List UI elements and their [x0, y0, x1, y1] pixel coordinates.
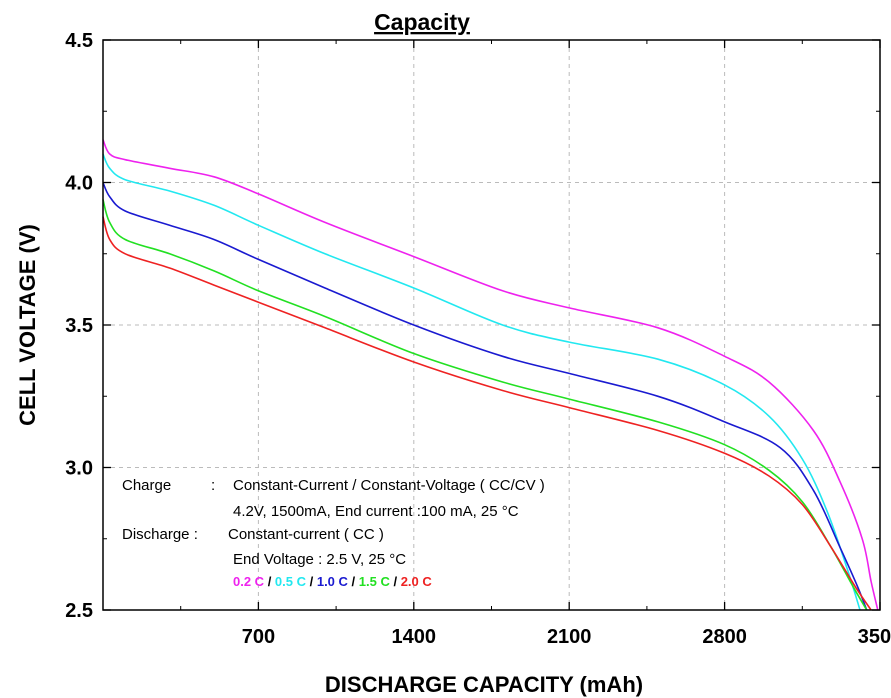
tick-marks	[103, 39, 881, 611]
discharge-curves	[102, 139, 879, 611]
legend-entry: 0.5 C	[275, 574, 307, 589]
x-tick-label: 1400	[392, 626, 437, 648]
legend-entry: 1.5 C	[359, 574, 391, 589]
y-tick-labels: 2.5 3.0 3.5 4.0 4.5	[65, 30, 93, 622]
y-tick-label: 3.0	[65, 458, 93, 480]
legend-entry: 1.0 C	[317, 574, 349, 589]
y-tick-label: 4.0	[65, 173, 93, 195]
chart-title: Capacity	[374, 9, 470, 35]
charge-conditions: 4.2V, 1500mA, End current :100 mA, 25 °C	[233, 503, 519, 520]
series-line-0-5-c	[102, 153, 861, 611]
y-tick-label: 4.5	[65, 30, 93, 52]
x-tick-label: 700	[242, 626, 275, 648]
test-conditions-annotation: Charge : Constant-Current / Constant-Vol…	[122, 477, 545, 568]
x-axis-title: DISCHARGE CAPACITY (mAh)	[325, 672, 643, 697]
discharge-method: Constant-current ( CC )	[228, 526, 384, 543]
charge-colon: :	[211, 477, 215, 494]
legend: 0.2 C / 0.5 C / 1.0 C / 1.5 C / 2.0 C	[233, 574, 432, 589]
legend-entry: 2.0 C	[401, 574, 433, 589]
charge-label: Charge	[122, 477, 171, 494]
legend-separator: /	[306, 574, 317, 589]
series-line-2-0-c	[102, 216, 872, 611]
y-tick-label: 2.5	[65, 600, 93, 622]
legend-separator: /	[264, 574, 275, 589]
y-axis-title: CELL VOLTAGE (V)	[15, 224, 40, 426]
charge-method: Constant-Current / Constant-Voltage ( CC…	[233, 477, 545, 494]
x-tick-label: 3500	[858, 626, 891, 648]
series-line-1-0-c	[102, 182, 868, 611]
y-tick-label: 3.5	[65, 315, 93, 337]
legend-separator: /	[348, 574, 359, 589]
discharge-conditions: End Voltage : 2.5 V, 25 °C	[233, 551, 406, 568]
discharge-label: Discharge :	[122, 526, 198, 543]
x-tick-label: 2100	[547, 626, 592, 648]
legend-separator: /	[390, 574, 401, 589]
x-tick-labels: 700 1400 2100 2800 3500	[242, 626, 891, 648]
series-line-1-5-c	[102, 199, 868, 611]
legend-entry: 0.2 C	[233, 574, 265, 589]
series-line-0-2-c	[102, 139, 879, 611]
x-tick-label: 2800	[702, 626, 747, 648]
